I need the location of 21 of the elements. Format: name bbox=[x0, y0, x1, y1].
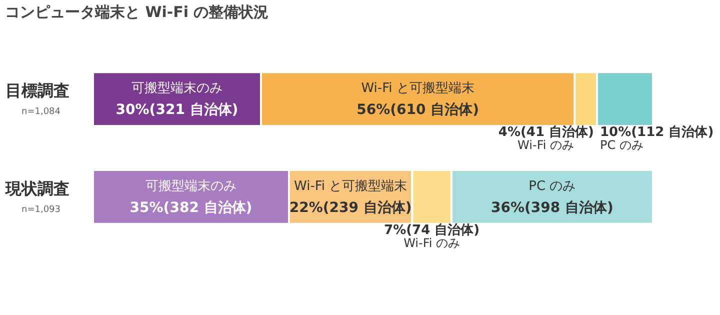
text: PC のみ bbox=[600, 138, 644, 152]
series-label: PC のみ bbox=[528, 178, 576, 194]
text: n=1,093 bbox=[21, 204, 61, 215]
text: n=1,084 bbox=[21, 107, 61, 118]
text: 可搬型端末のみ bbox=[146, 178, 236, 194]
text: Wi-Fi のみ bbox=[404, 236, 460, 250]
data-label: 56%(610 自治体) bbox=[356, 102, 480, 118]
chart-title: コンピュータ端末と Wi-Fi の整備状況 bbox=[5, 3, 269, 21]
data-label: 36%(398 自治体) bbox=[490, 200, 614, 216]
data-label: 10%(112 自治体) bbox=[600, 124, 714, 140]
data-label: 30%(321 自治体) bbox=[116, 102, 238, 118]
data-label: 35%(382 自治体) bbox=[130, 200, 252, 216]
series-label: Wi-Fi のみ bbox=[518, 138, 574, 152]
text: Wi-Fi と可搬型端末 bbox=[361, 81, 474, 96]
y-tick-label: 現状調査 bbox=[4, 178, 70, 198]
data-label: 22%(239 自治体) bbox=[289, 200, 412, 216]
data-label: 4%(41 自治体) bbox=[498, 124, 594, 140]
series-label: 可搬型端末のみ bbox=[132, 81, 222, 96]
series-label: Wi-Fi と可搬型端末 bbox=[294, 178, 408, 194]
y-tick-label: 目標調査 bbox=[6, 81, 70, 100]
data-label: 7%(74 自治体) bbox=[384, 222, 480, 238]
